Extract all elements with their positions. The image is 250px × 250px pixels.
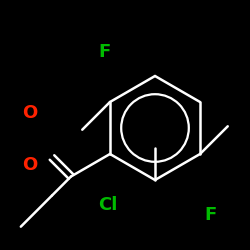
Text: O: O: [22, 156, 38, 174]
Text: Cl: Cl: [98, 196, 118, 214]
Text: F: F: [99, 43, 111, 61]
Text: F: F: [204, 206, 216, 224]
Text: O: O: [22, 104, 38, 122]
